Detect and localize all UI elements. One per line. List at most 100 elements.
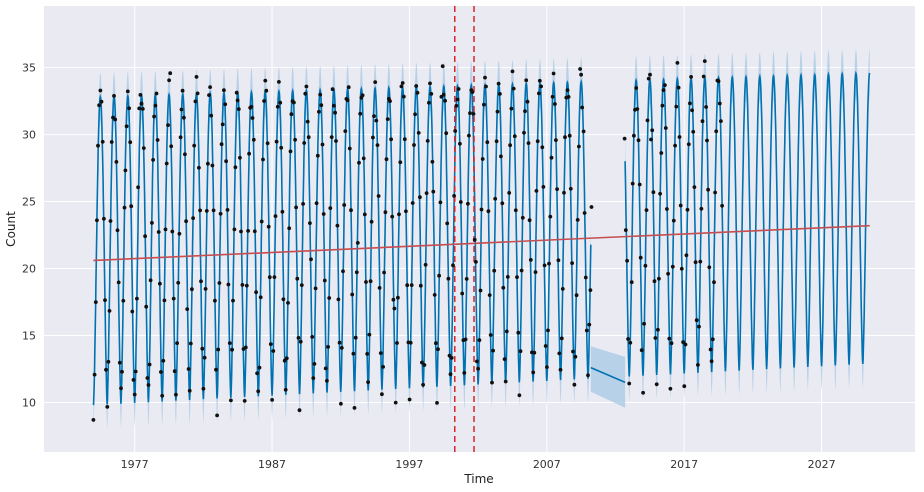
observed-point xyxy=(528,258,533,262)
observed-point xyxy=(194,75,199,79)
observed-point xyxy=(516,330,521,335)
observed-point xyxy=(658,191,662,196)
observed-point xyxy=(230,347,235,352)
observed-point xyxy=(500,201,505,206)
observed-point xyxy=(456,87,461,91)
forecast-line xyxy=(624,70,871,377)
observed-point xyxy=(415,90,420,95)
observed-point xyxy=(400,81,405,85)
observed-point xyxy=(202,355,207,360)
observed-point xyxy=(309,257,313,262)
observed-point xyxy=(535,139,540,144)
observed-point xyxy=(121,298,126,303)
observed-point xyxy=(317,109,321,114)
observed-point xyxy=(652,279,657,284)
observed-point xyxy=(325,378,329,383)
observed-point xyxy=(589,205,594,209)
observed-point xyxy=(127,106,131,111)
y-tick-label: 35 xyxy=(22,62,36,75)
observed-point xyxy=(354,270,359,275)
observed-point xyxy=(195,91,200,96)
observed-point xyxy=(452,194,456,198)
observed-point xyxy=(532,350,537,355)
observed-point xyxy=(120,369,124,374)
observed-point xyxy=(683,342,688,347)
observed-point xyxy=(166,123,170,127)
observed-point xyxy=(427,100,431,105)
observed-point xyxy=(345,98,350,103)
observed-point xyxy=(629,280,634,285)
x-tick-label: 2007 xyxy=(533,458,561,471)
observed-point xyxy=(436,347,440,352)
observed-point xyxy=(700,119,705,124)
observed-point xyxy=(150,221,154,225)
observed-point xyxy=(330,87,335,92)
observed-point xyxy=(346,85,351,90)
observed-point xyxy=(357,160,361,165)
observed-point xyxy=(583,275,588,280)
observed-point xyxy=(131,378,136,382)
observed-point xyxy=(114,160,119,164)
observed-point xyxy=(240,283,245,287)
observed-point xyxy=(478,288,483,293)
observed-point xyxy=(622,136,627,141)
observed-point xyxy=(224,159,229,164)
observed-point xyxy=(684,253,689,258)
observed-point xyxy=(99,99,104,104)
observed-point xyxy=(673,143,677,148)
observed-point xyxy=(668,386,673,391)
observed-point xyxy=(274,139,279,144)
observed-point xyxy=(435,401,439,405)
observed-point xyxy=(257,365,262,370)
observed-point xyxy=(255,371,259,376)
observed-point xyxy=(233,165,238,170)
observed-point xyxy=(660,103,665,108)
observed-point xyxy=(219,142,224,147)
observed-point xyxy=(364,280,368,284)
observed-point xyxy=(709,359,714,364)
observed-point xyxy=(661,88,666,92)
observed-point xyxy=(539,84,543,89)
observed-point xyxy=(125,89,130,94)
observed-point xyxy=(666,271,670,276)
x-tick-label: 2017 xyxy=(670,458,698,471)
observed-point xyxy=(336,297,341,302)
x-tick-label: 1977 xyxy=(121,458,149,471)
observed-point xyxy=(275,104,280,109)
observed-point xyxy=(298,339,303,344)
observed-point xyxy=(339,346,344,350)
observed-point xyxy=(701,74,706,79)
observed-point xyxy=(574,293,579,298)
observed-point xyxy=(511,86,516,91)
observed-point xyxy=(717,101,722,106)
observed-point xyxy=(301,202,305,206)
observed-point xyxy=(669,341,674,346)
observed-point xyxy=(413,112,417,117)
observed-point xyxy=(657,276,661,281)
observed-point xyxy=(677,135,682,139)
observed-point xyxy=(366,380,370,384)
observed-point xyxy=(504,329,509,334)
observed-point xyxy=(708,347,713,352)
observed-point xyxy=(720,203,724,208)
observed-point xyxy=(444,131,449,136)
observed-point xyxy=(399,84,404,89)
observed-point xyxy=(283,387,288,392)
observed-point xyxy=(234,90,239,95)
observed-point xyxy=(313,286,318,291)
observed-point xyxy=(522,130,526,135)
observed-point xyxy=(671,218,676,223)
observed-point xyxy=(520,215,525,220)
observed-point xyxy=(553,102,557,106)
observed-point xyxy=(204,209,209,213)
observed-point xyxy=(137,106,142,111)
observed-point xyxy=(405,283,410,288)
observed-point xyxy=(712,280,716,285)
observed-point xyxy=(542,263,547,268)
observed-point xyxy=(477,338,482,342)
observed-point xyxy=(412,143,416,147)
observed-point xyxy=(575,218,580,222)
observed-point xyxy=(381,365,385,369)
observed-point xyxy=(185,307,190,311)
observed-point xyxy=(579,72,583,77)
